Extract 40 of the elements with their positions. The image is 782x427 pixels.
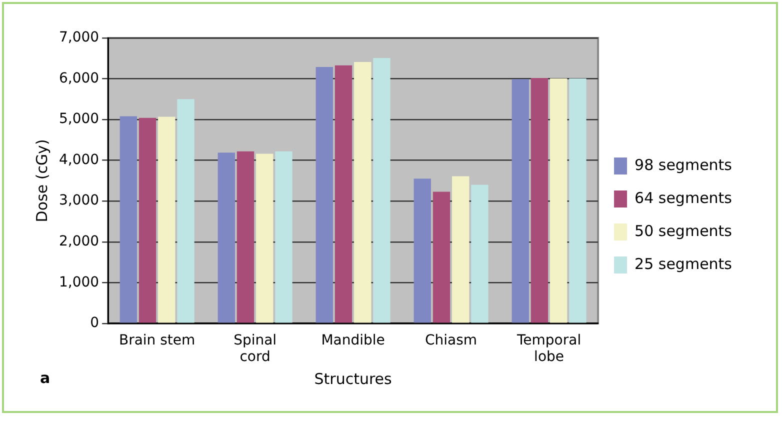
bar: [471, 184, 488, 323]
bar: [120, 116, 138, 323]
y-tick-label: 1,000: [58, 274, 100, 290]
bar: [373, 58, 390, 323]
y-tick-label: 2,000: [58, 234, 100, 250]
legend-label: 98 segments: [634, 156, 732, 174]
bar: [177, 99, 194, 323]
y-tick-label: 5,000: [58, 111, 100, 128]
x-tick-label: Spinal cord: [234, 332, 277, 366]
bar: [414, 178, 431, 323]
bar: [354, 62, 372, 323]
bar: [334, 65, 352, 323]
text: a: [40, 368, 50, 387]
legend-label: 50 segments: [634, 222, 732, 240]
y-axis-title: Dose (cGy): [32, 139, 51, 222]
bar: [138, 118, 156, 323]
bar: [569, 78, 586, 323]
x-tick-label: Mandible: [321, 332, 385, 348]
bar: [236, 151, 254, 323]
legend-label: 25 segments: [634, 254, 732, 273]
x-tick-label: Chiasm: [425, 332, 478, 348]
y-tick-label: 0: [90, 315, 100, 332]
bar: [530, 78, 548, 323]
bar: [550, 78, 568, 323]
bar: [512, 79, 529, 323]
bar: [452, 176, 470, 323]
legend-label: 64 segments: [634, 188, 732, 207]
y-tick-label: 3,000: [58, 192, 100, 209]
bar: [256, 154, 274, 323]
x-axis-title: Structures: [314, 370, 392, 388]
y-tick-label: 7,000: [58, 30, 100, 46]
bar: [275, 151, 292, 323]
x-tick-label: Temporal lobe: [516, 332, 582, 366]
bar: [218, 152, 236, 323]
x-tick-label: Brain stem: [118, 332, 196, 348]
y-tick-label: 6,000: [58, 70, 100, 86]
bar: [158, 116, 176, 323]
y-tick-label: 4,000: [58, 152, 100, 168]
bar: [316, 66, 333, 323]
bar: [432, 192, 450, 323]
